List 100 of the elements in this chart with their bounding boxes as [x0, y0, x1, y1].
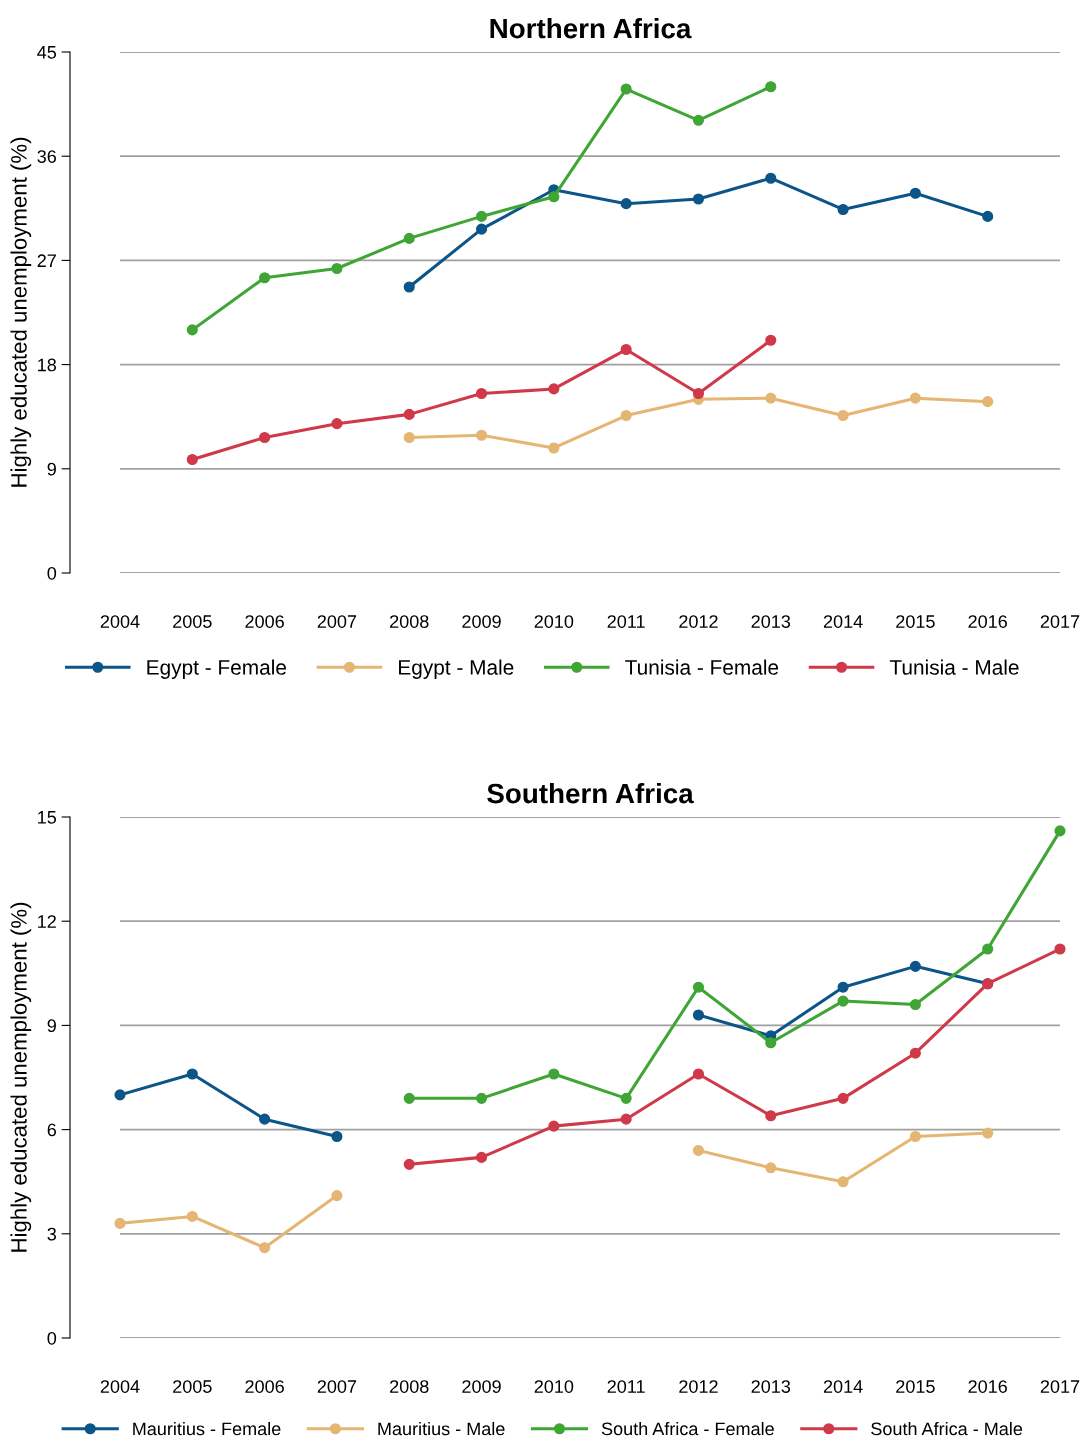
point [765, 1110, 777, 1122]
y-tick-label: 0 [47, 1331, 57, 1345]
x-tick-label: 2005 [173, 615, 212, 628]
point [475, 210, 488, 222]
point [403, 281, 415, 293]
point [620, 83, 632, 95]
point [186, 1210, 198, 1222]
point [331, 262, 343, 275]
x-tick-label: 2012 [679, 1380, 718, 1393]
x-tick-label: 2011 [607, 1380, 645, 1393]
point [765, 81, 777, 93]
point [475, 223, 488, 235]
point [982, 943, 994, 955]
point [114, 1089, 126, 1101]
y-axis-title: Highly educated unemployment (%) [10, 902, 32, 1252]
point [837, 981, 849, 993]
point [620, 1092, 632, 1104]
legend-label: Tunisia - Male [889, 659, 1019, 675]
point [765, 334, 777, 346]
point [909, 960, 921, 972]
point [475, 1092, 488, 1104]
legend-label: Egypt - Male [399, 659, 514, 679]
point [403, 1158, 415, 1170]
point [548, 1120, 560, 1132]
x-tick-label: 2015 [896, 615, 935, 628]
point [837, 409, 849, 422]
point [692, 1009, 705, 1021]
point [475, 429, 488, 441]
y-tick-label: 18 [38, 358, 57, 372]
x-tick-label: 2013 [751, 1380, 791, 1393]
point [186, 453, 198, 466]
point [765, 1037, 777, 1049]
point [837, 203, 849, 216]
point [837, 995, 849, 1007]
point [186, 1068, 198, 1080]
x-tick-label: 2011 [607, 615, 645, 628]
point [620, 409, 632, 422]
x-tick-label: 2008 [390, 615, 429, 628]
x-tick-label: 2017 [1040, 615, 1080, 628]
point [403, 1092, 415, 1104]
point [620, 343, 632, 356]
x-tick-label: 2007 [317, 615, 357, 628]
x-tick-label: 2010 [534, 1380, 574, 1393]
x-tick-label: 2004 [100, 1380, 140, 1393]
x-tick-label: 2015 [896, 1380, 935, 1393]
x-tick-label: 2007 [317, 1380, 357, 1393]
point [186, 324, 198, 336]
y-tick-label: 0 [47, 566, 57, 580]
point [692, 981, 705, 993]
legend-label: Egypt - Female [147, 659, 286, 679]
chart-title: Southern Africa [487, 782, 694, 804]
chart-title: Northern Africa [490, 17, 692, 39]
y-tick-label: 15 [38, 811, 57, 824]
x-tick-label: 2012 [679, 615, 718, 628]
point [620, 198, 632, 210]
point [692, 1068, 705, 1080]
point [909, 999, 921, 1011]
y-tick-label: 3 [47, 1227, 57, 1241]
y-tick-label: 45 [37, 46, 57, 59]
x-tick-label: 2010 [534, 615, 574, 628]
x-tick-label: 2005 [173, 1380, 212, 1393]
point [909, 1130, 921, 1143]
x-tick-label: 2016 [968, 615, 1007, 628]
y-tick-label: 9 [47, 1019, 56, 1033]
y-tick-label: 27 [37, 254, 56, 267]
legend-label: Tunisia - Female [625, 659, 779, 675]
x-tick-label: 2009 [462, 615, 501, 628]
y-tick-label: 9 [47, 462, 56, 476]
point [837, 1176, 849, 1188]
point [1054, 825, 1066, 837]
point [259, 272, 271, 284]
x-tick-label: 2006 [245, 615, 284, 628]
y-tick-label: 6 [47, 1123, 57, 1137]
point [909, 392, 921, 404]
point [259, 1113, 271, 1125]
point [331, 1190, 343, 1202]
legend-label: South Africa - Female [601, 1421, 774, 1436]
x-tick-label: 2013 [751, 615, 791, 628]
x-tick-label: 2009 [462, 1380, 501, 1393]
point [259, 431, 271, 444]
y-tick-label: 12 [38, 915, 56, 928]
point [982, 210, 994, 222]
point [692, 114, 705, 126]
x-tick-label: 2016 [968, 1380, 1007, 1393]
x-tick-label: 2008 [390, 1380, 429, 1393]
x-tick-label: 2004 [100, 615, 140, 628]
point [114, 1217, 126, 1229]
point [982, 396, 994, 408]
y-tick-label: 36 [37, 150, 57, 163]
y-axis-title: Highly educated unemployment (%) [10, 137, 32, 487]
point [403, 408, 415, 420]
point [331, 418, 343, 430]
point [765, 392, 777, 404]
point [548, 383, 560, 395]
point [475, 387, 488, 400]
point [909, 187, 921, 199]
point [909, 1047, 921, 1059]
point [765, 172, 777, 184]
legend-label: Mauritius - Male [378, 1421, 505, 1436]
x-tick-label: 2014 [823, 1380, 863, 1393]
